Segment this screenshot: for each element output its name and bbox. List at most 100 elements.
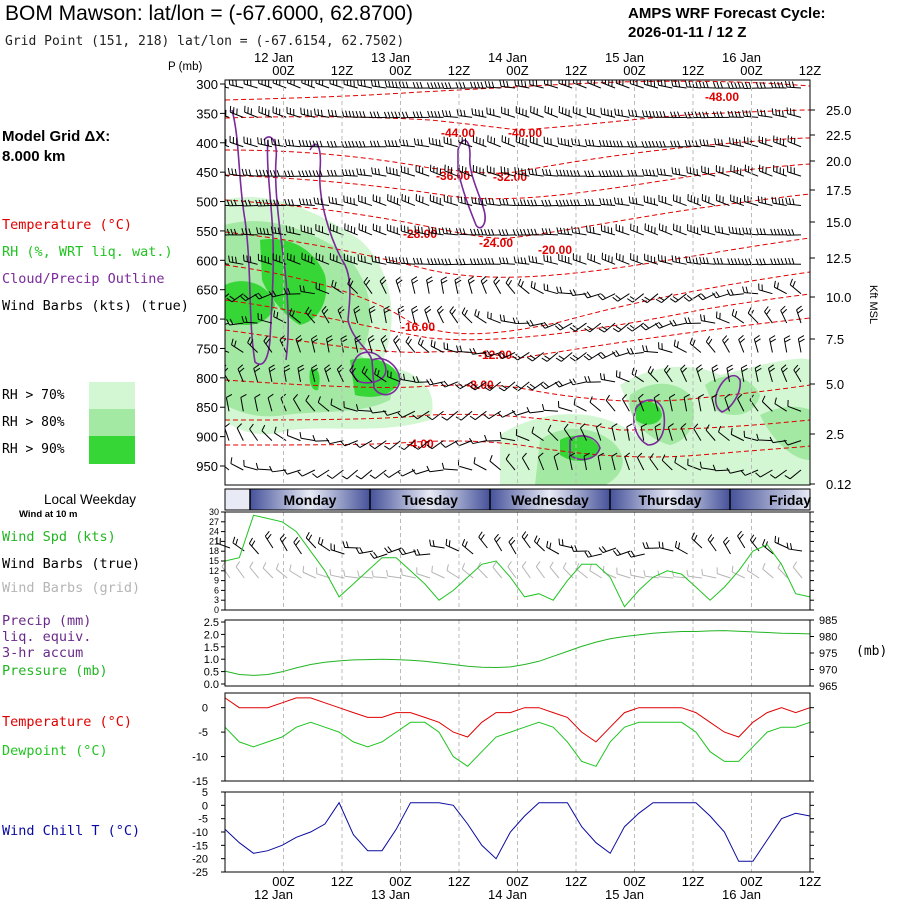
wind-barb-feather	[523, 228, 527, 236]
wind-barb-feather	[480, 81, 484, 89]
legend-temperature: Temperature (°C)	[2, 217, 133, 233]
wind-barb	[449, 311, 459, 324]
wind-barb	[237, 368, 244, 383]
wind-barb-feather	[591, 139, 595, 147]
wind-barb	[680, 427, 688, 441]
precip-tick-label: 1.0	[204, 654, 219, 666]
wind-barb-feather	[355, 547, 360, 554]
wind-barb-feather	[359, 111, 362, 118]
wind-barb-feather	[658, 321, 663, 328]
wind-barb	[387, 376, 401, 383]
wind-barb-feather	[387, 546, 393, 552]
wind-barb-feather	[512, 199, 516, 206]
wind-barb-feather	[515, 384, 522, 389]
pressure-tick-label: 750	[196, 341, 218, 356]
weekday-segment	[730, 489, 810, 510]
wind-barb	[518, 284, 530, 295]
wind-barb	[767, 368, 773, 382]
wind-barb-feather	[305, 198, 309, 206]
wind-barb-feather	[523, 199, 527, 206]
height-tick-label: 10.0	[826, 290, 851, 305]
wind-barb-feather	[420, 139, 423, 146]
wind-barb-feather	[469, 437, 474, 444]
wind-barb-feather	[269, 465, 273, 473]
wind-barb-feather	[398, 309, 405, 314]
wind-barb-feather	[687, 317, 691, 324]
wind-barb	[373, 553, 388, 559]
wind-barb-feather	[562, 199, 566, 206]
wind-barb	[311, 368, 316, 382]
wind-barb	[711, 397, 716, 412]
wind-barb-feather	[658, 296, 665, 301]
wind-barb-feather	[493, 276, 499, 282]
wind-barb	[461, 568, 474, 579]
wind-barb-feather	[769, 436, 774, 443]
wind-barb	[329, 202, 344, 207]
wind-barb-feather	[430, 339, 433, 347]
wind-barb-feather	[326, 438, 331, 444]
wind-barb-feather	[449, 306, 454, 312]
wind-barb	[367, 338, 373, 353]
wind-barb-feather	[726, 467, 731, 474]
wind-barb-feather	[248, 537, 253, 544]
wind-speed-line	[224, 514, 811, 608]
wind-barb-feather	[572, 325, 579, 330]
wind-barb	[731, 433, 745, 442]
wind-barb-feather	[254, 367, 261, 373]
wind-barb-feather	[505, 229, 509, 236]
wind-barb	[489, 381, 502, 392]
wind-barb-feather	[458, 258, 463, 265]
wind-barb	[558, 111, 573, 118]
cloud-precip-outline	[371, 358, 401, 396]
wind-barb-feather	[231, 168, 234, 175]
wind-barb-feather	[382, 338, 388, 344]
wind-barb	[601, 82, 616, 89]
wind-barb-feather	[480, 276, 487, 282]
wind-barb-feather	[791, 258, 795, 265]
legend-rh70-label: RH > 70%	[2, 388, 65, 403]
wind-barb-feather	[468, 279, 475, 285]
wind-barb-feather	[420, 339, 424, 347]
wind-barb-feather	[349, 364, 354, 371]
time-tick-label-top: 00Z	[623, 63, 645, 78]
wind-barb-feather	[348, 110, 352, 118]
wind-barb	[715, 469, 730, 472]
wind-barb-feather	[774, 397, 777, 404]
wind-barb-feather	[225, 367, 229, 373]
wind-barb-feather	[383, 473, 390, 478]
wind-barb-feather	[780, 81, 784, 89]
wind-barb	[388, 547, 402, 554]
wind-barb-feather	[534, 228, 538, 236]
wind-barb-feather	[512, 317, 516, 324]
wind-barb-feather	[630, 550, 635, 557]
wind-barb-feather	[235, 561, 241, 567]
wind-barb	[535, 566, 546, 579]
wind-barb-feather	[566, 228, 570, 235]
wind-tick-label: 12	[209, 566, 219, 576]
wind-barb	[330, 404, 344, 412]
wind-barb-feather	[626, 326, 633, 332]
wind-barb-feather	[441, 258, 445, 265]
wind-barb-feather	[326, 335, 333, 340]
wind-barb-feather	[587, 376, 591, 383]
wind-barb-feather	[292, 227, 295, 234]
wind-barb-feather	[505, 198, 509, 206]
wind-barb-feather	[253, 364, 260, 369]
wind-barb-feather	[730, 428, 733, 435]
wind-barb-feather	[414, 225, 417, 232]
wind-barb-feather	[326, 140, 330, 148]
wind-barb-feather	[437, 305, 443, 311]
wind-barb	[402, 574, 417, 579]
wind-barb-feather	[325, 367, 332, 373]
pressure-line	[224, 630, 811, 676]
wind-barb	[415, 469, 430, 475]
wind-barb	[636, 457, 645, 471]
wind-barb	[630, 83, 644, 89]
wind-barb-feather	[749, 227, 752, 235]
wind-barb-feather	[611, 423, 618, 428]
wind-barb	[264, 535, 274, 549]
wind-barb-feather	[264, 530, 270, 537]
wind-barb-feather	[531, 426, 535, 433]
wind-barb-feather	[462, 258, 466, 265]
wind-barb	[691, 537, 703, 549]
